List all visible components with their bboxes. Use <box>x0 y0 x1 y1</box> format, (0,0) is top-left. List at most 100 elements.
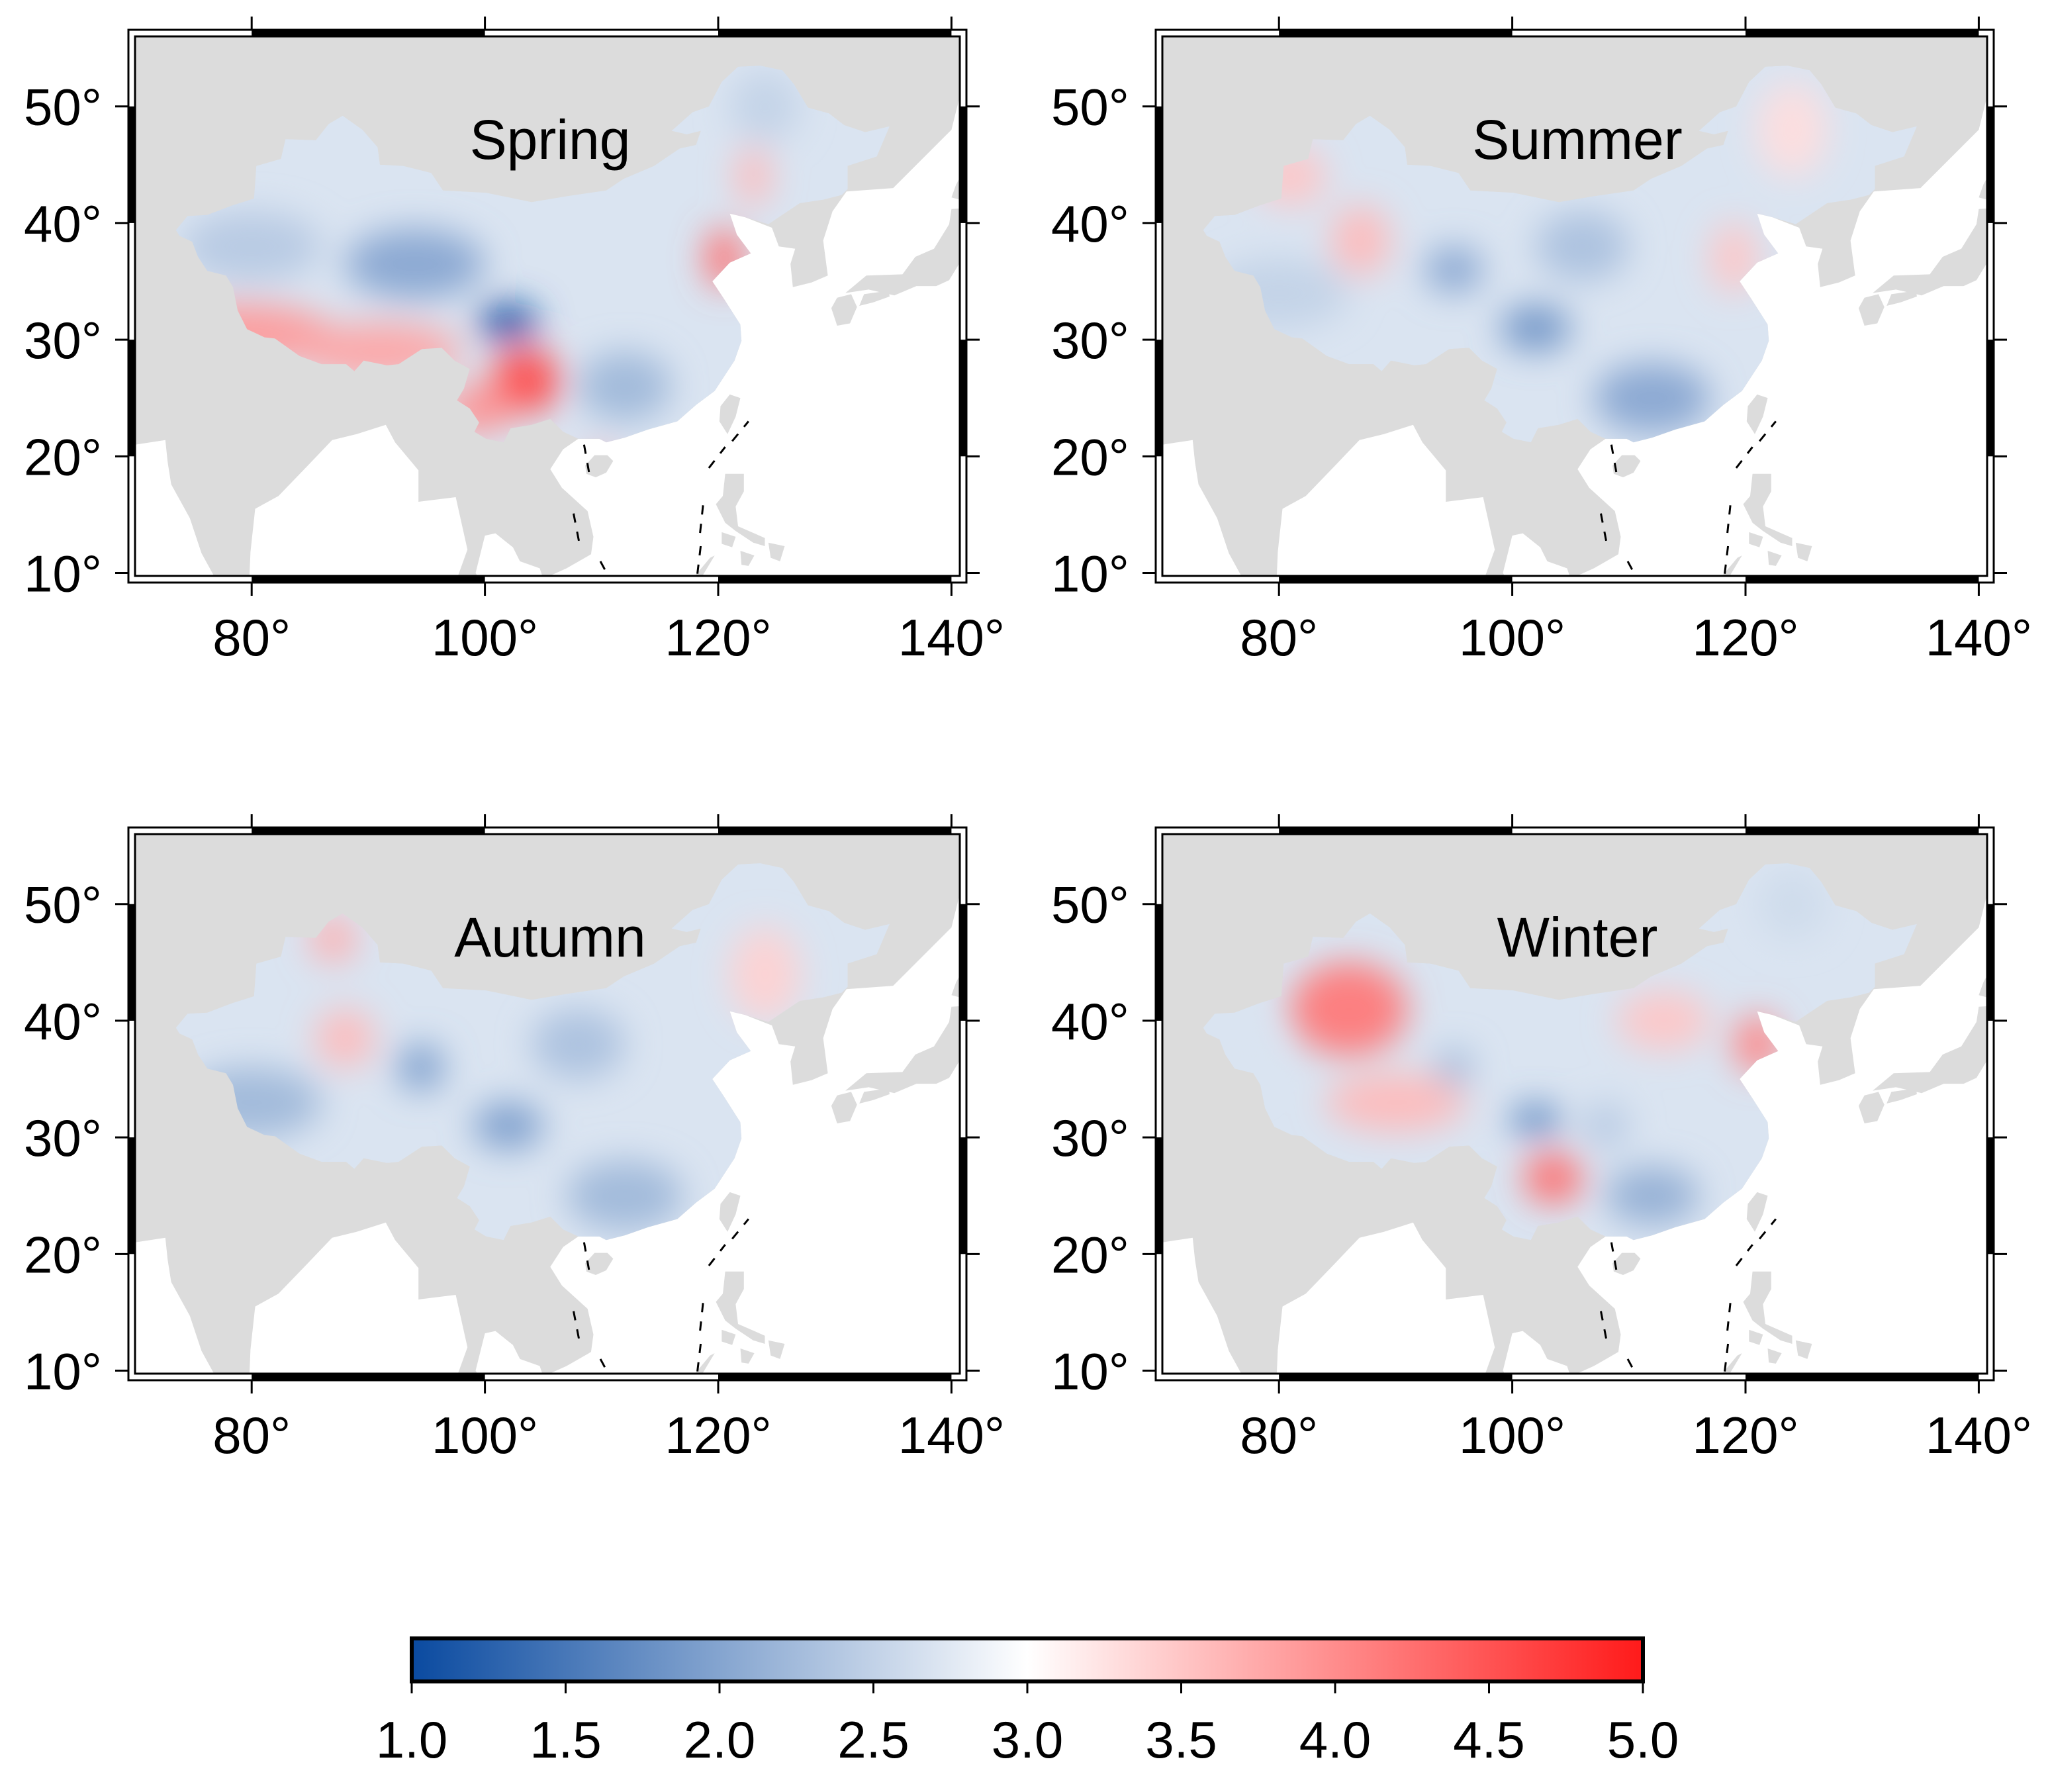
colorbar-label: 3.5 <box>1145 1711 1217 1769</box>
lon-tick-label: 120° <box>1692 608 1798 667</box>
anomaly-blob-2 <box>1524 1153 1583 1204</box>
sea-boundary-dash-6 <box>1758 1218 1777 1240</box>
lat-tick-label: 20° <box>1051 428 1129 486</box>
axis-ticks: 80° 100° 120° 140° 10° 20° 30° 40° 50° <box>1051 814 2032 1464</box>
anomaly-blob-6 <box>1582 1102 1629 1149</box>
land-japan-honshu <box>845 208 960 296</box>
lat-tick-label: 50° <box>1051 876 1129 934</box>
lon-tick-label: 120° <box>665 608 771 667</box>
lon-tick-label: 80° <box>1240 608 1318 667</box>
land-samar <box>1795 1340 1812 1359</box>
sea-boundary-dash-0 <box>1600 1311 1609 1348</box>
land-taiwan <box>1746 394 1768 434</box>
sea-boundary-dash-6 <box>1758 420 1777 442</box>
lat-tick-label: 20° <box>1051 1225 1129 1284</box>
anomaly-blob-4 <box>1435 1049 1473 1086</box>
sea-boundary-dash-1 <box>1610 1242 1618 1276</box>
colorbar-label: 5.0 <box>1607 1711 1679 1769</box>
sea-boundary-dash-1 <box>582 444 591 478</box>
field-china <box>1203 66 1917 443</box>
colorbar-label: 1.0 <box>376 1711 447 1769</box>
sea-boundary-dash-2 <box>1626 1358 1637 1375</box>
lon-tick-label: 80° <box>212 1406 291 1464</box>
field-china <box>1203 863 1917 1241</box>
sea-boundary-dash-3 <box>698 1303 704 1336</box>
colorbar-label: 3.0 <box>992 1711 1063 1769</box>
sea-boundary-dash-3 <box>1726 505 1732 538</box>
land-hainan <box>1612 455 1641 477</box>
land-palawan <box>1722 555 1742 576</box>
lon-tick-label: 120° <box>665 1406 771 1464</box>
lat-tick-label: 30° <box>24 1109 102 1167</box>
sea-boundary-dash-3 <box>1726 1303 1732 1336</box>
land-japan-honshu <box>1873 208 1987 296</box>
sea-boundary-dash-6 <box>731 1218 749 1240</box>
sea-boundary-dash-2 <box>599 1358 610 1375</box>
lon-tick-label: 80° <box>1240 1406 1318 1464</box>
sea-boundary-dash-4 <box>1723 1343 1730 1374</box>
anomaly-blob-8 <box>1617 991 1711 1050</box>
lat-tick-label: 50° <box>1051 78 1129 136</box>
sea-boundary-dash-0 <box>1600 513 1609 550</box>
land-japan-shikoku <box>859 291 890 306</box>
land-japan-kyushu <box>831 294 857 326</box>
anomaly-blob-4 <box>1593 363 1711 434</box>
land-samar <box>1795 542 1812 561</box>
field-anomalies <box>1209 83 1828 434</box>
land-taiwan <box>719 1192 741 1232</box>
map-panel-summer: Summer 80° 100° 120° 140° 10° 20° 30° 40° 50° <box>1051 17 2032 667</box>
lon-tick-label: 140° <box>1926 1406 2032 1464</box>
lat-tick-label: 50° <box>24 78 102 136</box>
land-japan-shikoku <box>859 1088 890 1104</box>
anomaly-blob-9 <box>1757 869 1828 939</box>
anomaly-blob-5 <box>345 228 485 299</box>
lat-tick-label: 20° <box>24 428 102 486</box>
anomaly-blob-2 <box>397 1044 444 1091</box>
land-mindoro <box>1749 532 1763 547</box>
colorbar-label: 2.0 <box>684 1711 755 1769</box>
land-mindoro <box>1749 1329 1763 1345</box>
field-base <box>1203 863 1917 1241</box>
sea-boundary-dashes <box>1600 420 1777 577</box>
colorbar-label: 4.0 <box>1299 1711 1371 1769</box>
land-sakhalin <box>972 854 991 947</box>
lat-tick-label: 50° <box>24 876 102 934</box>
land-japan-kyushu <box>1858 1092 1885 1123</box>
anomaly-blob-0 <box>1290 962 1407 1056</box>
map-frame <box>127 28 968 584</box>
anomaly-blob-2 <box>1500 305 1571 352</box>
lon-tick-label: 140° <box>1926 608 2032 667</box>
land-japan-shikoku <box>1887 1088 1917 1104</box>
panel-title: Spring <box>470 109 631 171</box>
lat-tick-label: 40° <box>24 195 102 253</box>
anomaly-blob-0 <box>1331 205 1390 276</box>
land-japan-hokkaido <box>951 177 960 200</box>
map-panel-autumn: Autumn 80° 100° 120° 140° 10° 20° 30° 40° 50° <box>24 814 1005 1464</box>
sea-boundary-dash-2 <box>1626 561 1637 577</box>
colorbar-label: 2.5 <box>837 1711 909 1769</box>
anomaly-blob-7 <box>532 1009 626 1080</box>
lon-tick-label: 140° <box>898 608 1005 667</box>
lon-tick-label: 140° <box>898 1406 1005 1464</box>
lat-tick-label: 10° <box>1051 545 1129 603</box>
sea-boundary-dash-0 <box>573 513 582 550</box>
sea-boundary-dash-4 <box>696 1343 702 1374</box>
sea-boundary-dash-6 <box>731 420 749 442</box>
anomaly-blob-6 <box>729 927 800 1021</box>
lat-tick-label: 20° <box>24 1225 102 1284</box>
map-frame <box>127 826 968 1382</box>
land-luzon <box>716 1271 765 1344</box>
map-panel-spring: Spring 80° 100° 120° 140° 10° 20° 30° 40° 50° <box>24 17 1005 667</box>
lon-tick-label: 120° <box>1692 1406 1798 1464</box>
map-frame <box>1154 28 1995 584</box>
anomaly-blob-0 <box>316 1009 375 1068</box>
land-luzon <box>716 473 765 546</box>
land-taiwan <box>719 394 741 434</box>
lat-tick-label: 30° <box>1051 1109 1129 1167</box>
land-panay <box>740 551 755 566</box>
land-sakhalin <box>972 56 991 150</box>
colorbar-gradient <box>410 1636 1645 1683</box>
land-japan-kyushu <box>1858 294 1885 326</box>
land-japan-hokkaido <box>1979 975 1987 998</box>
